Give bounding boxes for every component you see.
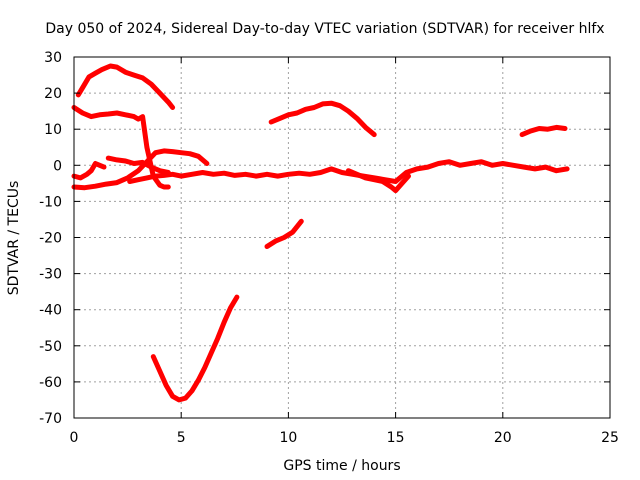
y-tick-label: 30 [44,50,62,66]
y-tick-label: -50 [39,339,62,355]
x-tick-label: 10 [279,430,297,446]
series-arc-j [150,294,240,403]
series-arc-e [105,155,171,175]
y-tick-label: 10 [44,122,62,138]
x-tick-label: 20 [494,430,512,446]
y-axis-label: SDTVAR / TECUs [6,181,22,296]
series-arc-h [345,168,411,194]
series-arc-g [268,100,377,138]
series-arc-b [71,105,171,190]
y-tick-label: -20 [39,231,62,247]
ticks: 0 5 10 15 20 25 -70 -60 -50 -40 -30 -20 -10 0 10 20 30 [39,50,619,446]
y-tick-label: -70 [39,411,62,427]
y-tick-label: -40 [39,303,62,319]
y-tick-label: 0 [53,158,62,174]
x-tick-label: 5 [177,430,186,446]
series-arc-f [127,159,570,184]
x-axis-label: GPS time / hours [283,458,400,474]
x-tick-label: 0 [70,430,79,446]
series-layer [71,63,570,403]
series-arc-i [264,218,304,249]
series-arc-a [75,63,176,110]
series-arc-c [71,161,107,181]
chart-title: Day 050 of 2024, Sidereal Day-to-day VTE… [45,21,604,37]
x-tick-label: 15 [387,430,405,446]
x-tick-label: 25 [601,430,619,446]
series-arc-d [71,148,210,191]
y-tick-label: -60 [39,375,62,391]
y-tick-label: 20 [44,86,62,102]
y-tick-label: -30 [39,267,62,283]
y-tick-label: -10 [39,194,62,210]
series-arc-k [519,124,568,138]
